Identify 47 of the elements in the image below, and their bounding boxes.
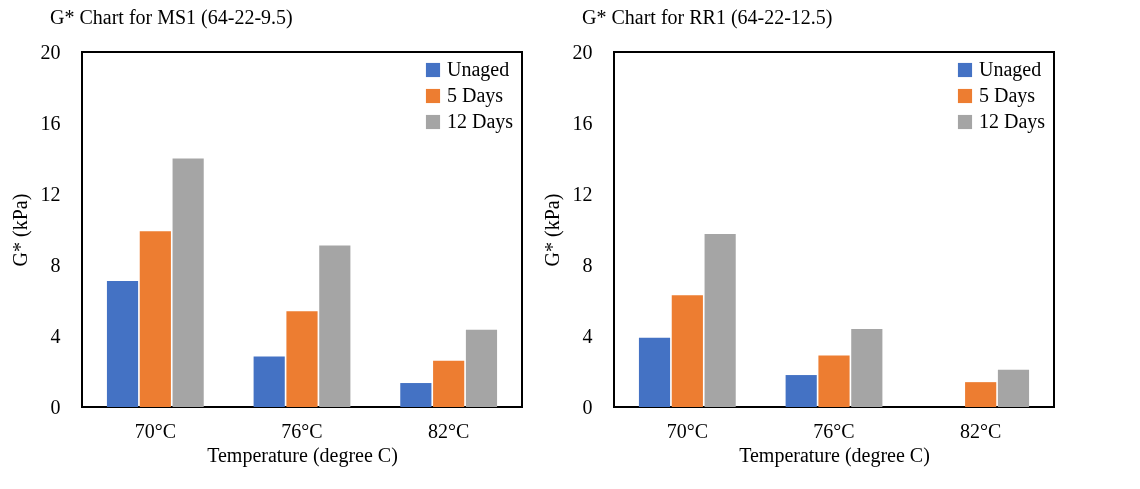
bar — [965, 382, 997, 407]
bar — [106, 280, 139, 407]
y-axis-title: G* (kPa) — [540, 193, 564, 267]
bar — [818, 355, 850, 407]
legend-label: 12 Days — [447, 110, 514, 133]
bar — [319, 245, 351, 407]
x-tick-label: 76°C — [813, 419, 855, 442]
bar — [851, 328, 883, 407]
y-tick-label: 12 — [40, 182, 61, 205]
x-axis-title: Temperature (degree C) — [739, 443, 930, 467]
y-tick-label: 16 — [572, 111, 593, 134]
bar — [638, 337, 671, 407]
y-tick-label: 0 — [50, 395, 61, 418]
bar — [785, 375, 817, 407]
y-tick-label: 0 — [582, 395, 593, 418]
x-tick-label: 70°C — [134, 419, 177, 442]
bar — [286, 311, 318, 407]
chart-title: G* Chart for RR1 (64-22-12.5) — [582, 6, 833, 29]
y-tick-label: 8 — [582, 253, 593, 276]
x-axis-title: Temperature (degree C) — [207, 443, 398, 467]
y-tick-label: 12 — [572, 182, 593, 205]
bar — [172, 158, 204, 407]
y-tick-label: 8 — [50, 253, 61, 276]
bar — [400, 383, 432, 407]
bar — [253, 356, 285, 407]
bar — [139, 231, 171, 407]
chart-title: G* Chart for MS1 (64-22-9.5) — [50, 6, 293, 29]
x-tick-label: 82°C — [959, 419, 1002, 442]
bar — [433, 360, 465, 407]
y-tick-label: 4 — [582, 324, 593, 347]
bar — [671, 295, 703, 407]
y-tick-label: 16 — [40, 111, 61, 134]
legend-label: 5 Days — [447, 84, 504, 107]
x-tick-label: 70°C — [666, 419, 709, 442]
y-axis-title: G* (kPa) — [8, 193, 32, 267]
legend-label: Unaged — [447, 58, 510, 81]
bar — [997, 369, 1030, 407]
bar — [704, 233, 736, 407]
legend-label: Unaged — [979, 58, 1042, 81]
y-tick-label: 20 — [572, 40, 593, 63]
x-tick-label: 82°C — [427, 419, 470, 442]
legend-label: 12 Days — [979, 110, 1046, 133]
bar — [465, 329, 498, 407]
y-tick-label: 4 — [50, 324, 61, 347]
y-tick-label: 20 — [40, 40, 61, 63]
legend-label: 5 Days — [979, 84, 1036, 107]
x-tick-label: 76°C — [281, 419, 323, 442]
